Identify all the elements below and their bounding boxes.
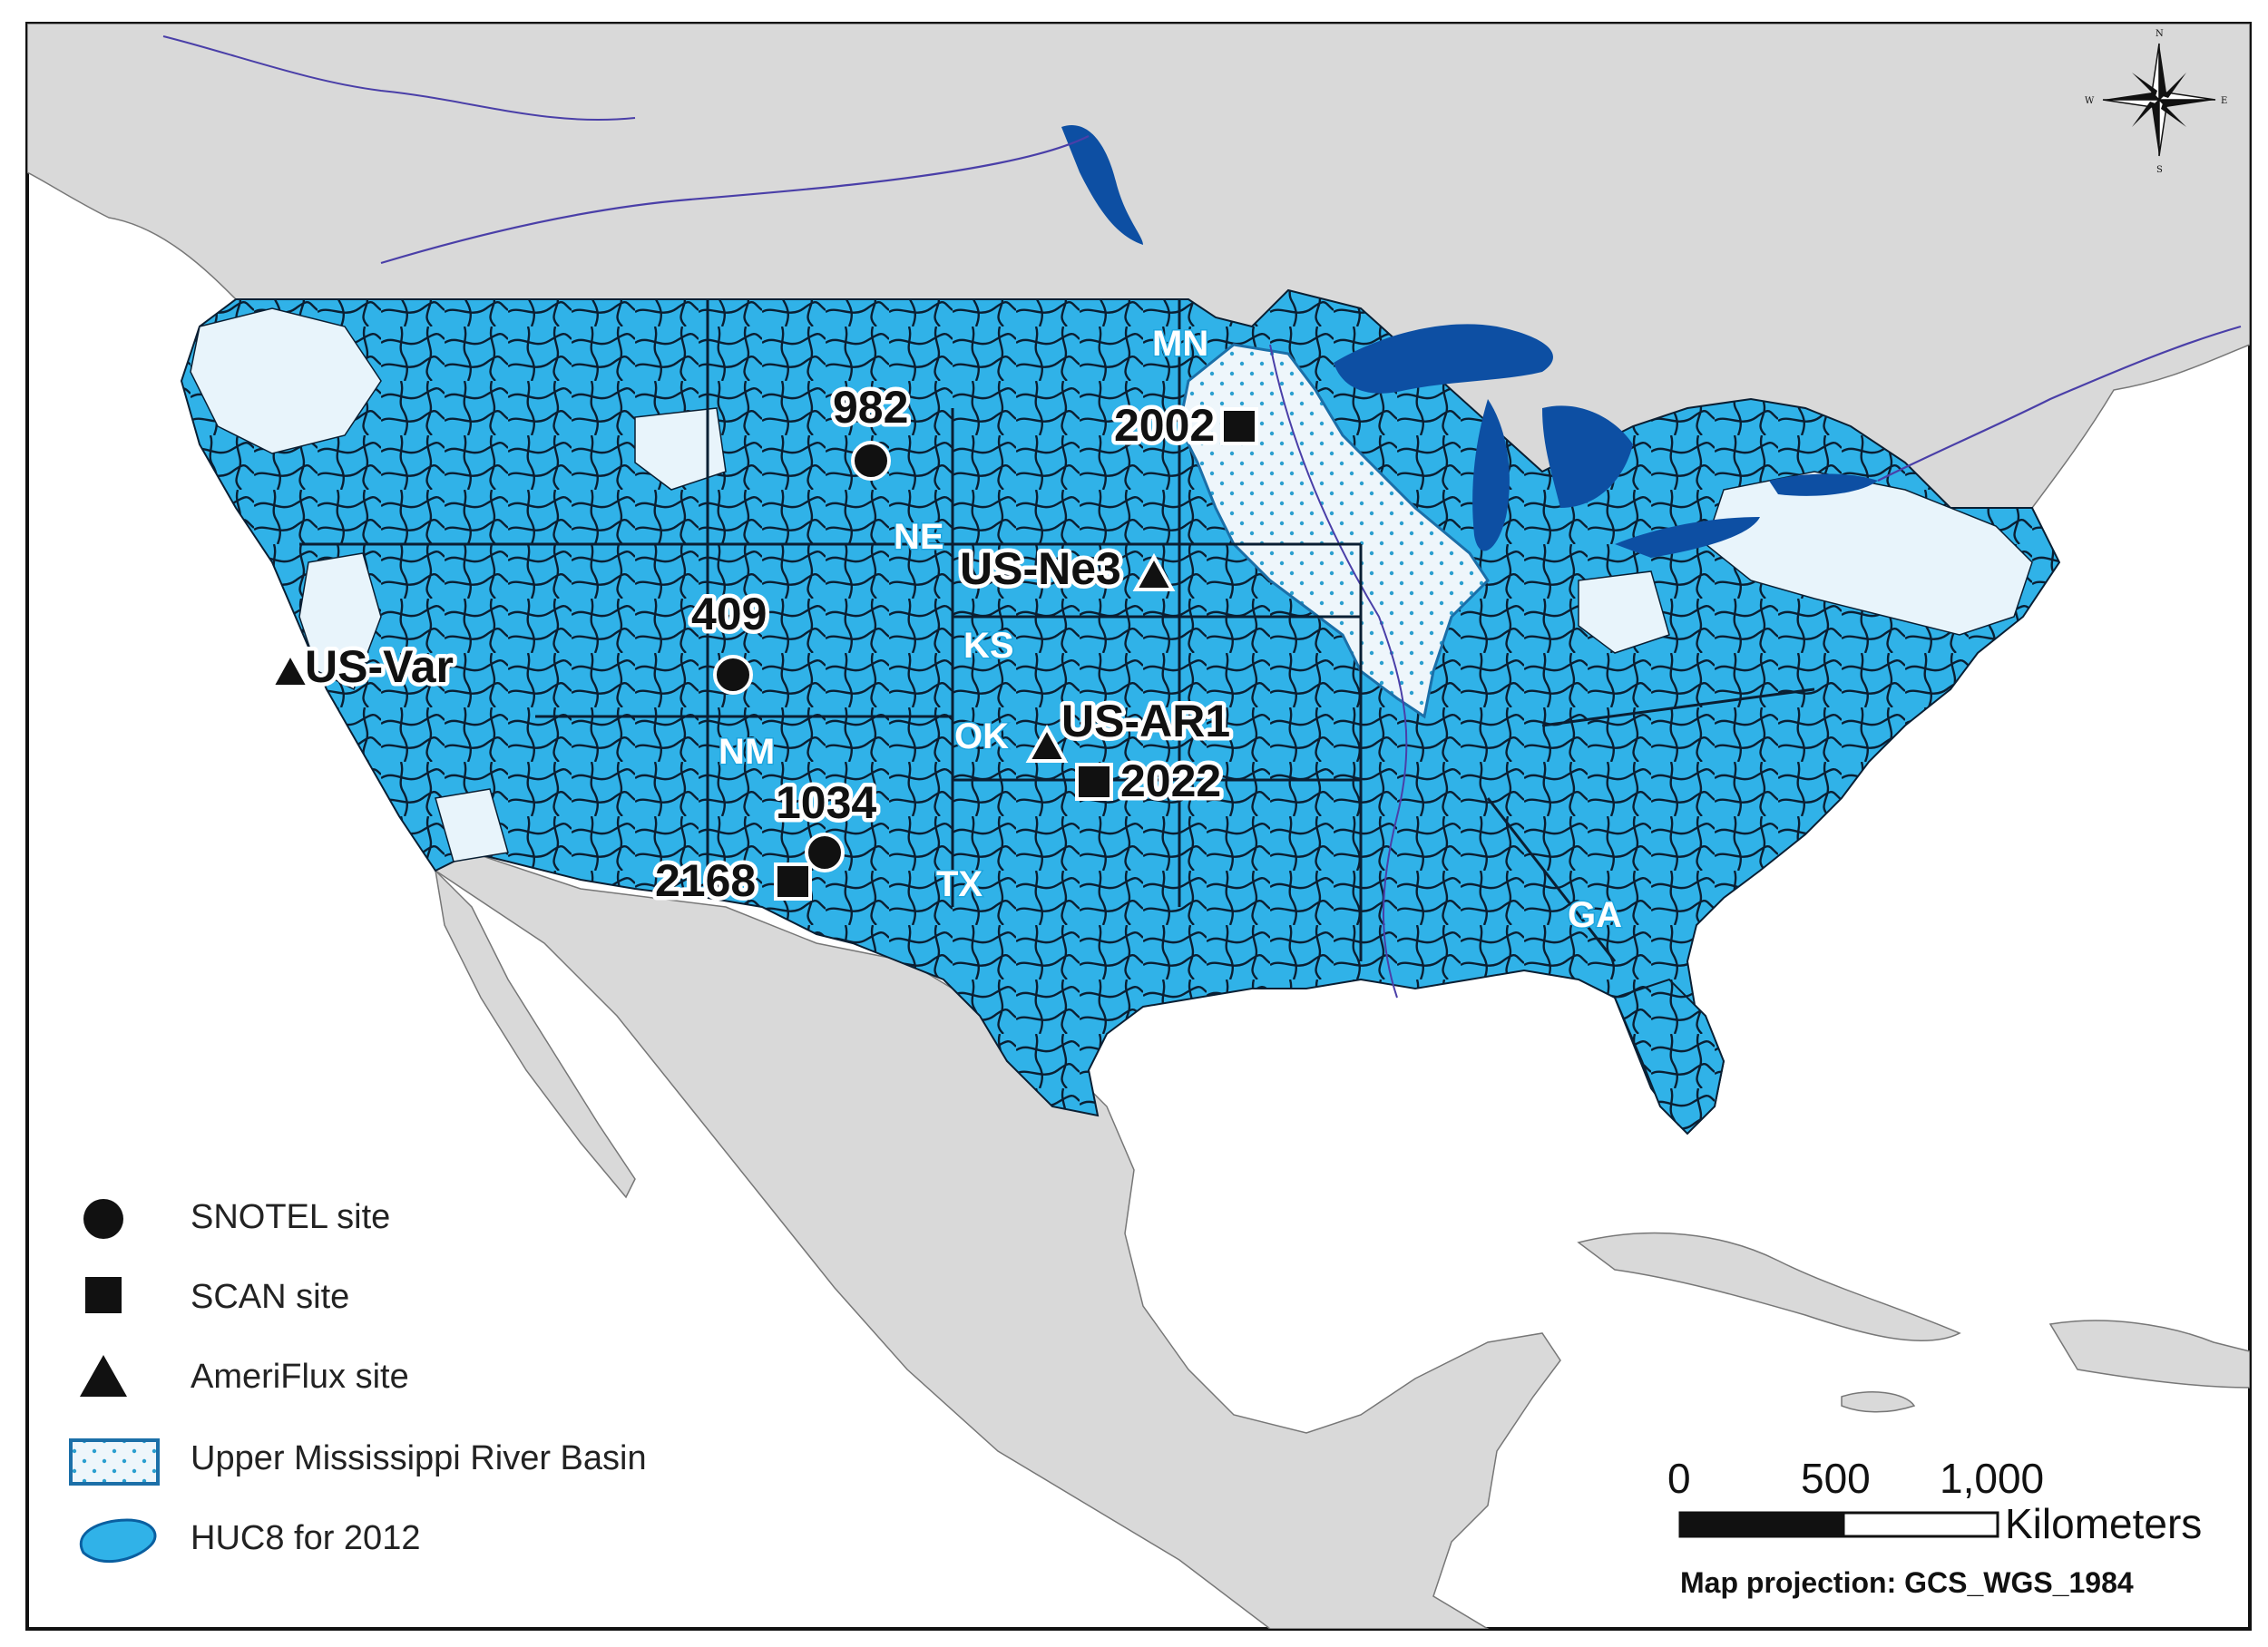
scale-unit: Kilometers bbox=[2005, 1500, 2202, 1547]
legend-huc8-symbol bbox=[80, 1518, 157, 1564]
lake-huron bbox=[1542, 405, 1633, 508]
legend-basin-label: Upper Mississippi River Basin bbox=[191, 1439, 647, 1477]
scale-tick-1000: 1,000 bbox=[1940, 1455, 2044, 1502]
state-label-ok: OK bbox=[954, 716, 1009, 756]
non-huc-ohio bbox=[1578, 570, 1670, 654]
site-label-us-ne3: US-Ne3 bbox=[960, 543, 1121, 594]
ameriflux-marker-us-ar1 bbox=[1025, 724, 1069, 763]
snotel-marker-982 bbox=[851, 441, 891, 481]
scale-tick-0: 0 bbox=[1667, 1455, 1691, 1502]
state-label-ks: KS bbox=[963, 626, 1014, 666]
scan-marker-2168 bbox=[774, 862, 812, 901]
baja-peninsula bbox=[434, 868, 636, 1199]
lake-erie bbox=[1615, 517, 1760, 558]
legend-snotel-label: SNOTEL site bbox=[191, 1198, 390, 1236]
compass-s: S bbox=[2156, 165, 2163, 175]
lake-winnipeg bbox=[1061, 125, 1143, 245]
non-huc-northeast bbox=[1705, 471, 2033, 636]
florida-peninsula bbox=[1613, 978, 1725, 1135]
site-label-us-var: US-Var bbox=[305, 641, 454, 692]
compass-w: W bbox=[2085, 96, 2095, 106]
site-label-982: 982 bbox=[833, 382, 908, 433]
north-arrow: N S E W bbox=[2085, 29, 2227, 175]
scan-marker-2002 bbox=[1220, 407, 1258, 445]
site-label-2168: 2168 bbox=[655, 855, 756, 906]
scan-marker-2022 bbox=[1075, 763, 1113, 801]
legend-ameriflux-symbol bbox=[80, 1355, 127, 1397]
site-label-2002: 2002 bbox=[1114, 400, 1215, 451]
compass-n: N bbox=[2156, 29, 2164, 39]
site-label-409: 409 bbox=[691, 589, 767, 639]
scale-bar: 0 500 1,000 Kilometers Map projection: G… bbox=[1667, 1455, 2202, 1599]
river-canada-north bbox=[162, 35, 636, 121]
state-label-mn: MN bbox=[1152, 324, 1208, 364]
hispaniola-island bbox=[2048, 1320, 2250, 1389]
legend-basin-symbol bbox=[69, 1438, 160, 1486]
legend-scan-label: SCAN site bbox=[191, 1278, 349, 1316]
site-label-2022: 2022 bbox=[1120, 755, 1221, 806]
non-huc-great-basin bbox=[298, 552, 382, 691]
river-mississippi bbox=[1269, 344, 1408, 999]
snotel-marker-409 bbox=[713, 655, 753, 695]
state-boundaries bbox=[299, 299, 1815, 962]
jamaica-island bbox=[1841, 1391, 1916, 1413]
cuba-island bbox=[1577, 1232, 1961, 1342]
site-labels: 982 409 1034 2002 2022 2168 US-Ne3 US-AR… bbox=[301, 378, 1235, 911]
state-label-ne: NE bbox=[894, 517, 944, 557]
lake-michigan bbox=[1472, 399, 1510, 551]
ameriflux-marker-us-ne3 bbox=[1132, 552, 1176, 591]
lake-ontario bbox=[1769, 473, 1878, 496]
compass-e: E bbox=[2221, 96, 2227, 106]
legend-snotel-symbol bbox=[83, 1199, 123, 1239]
map-projection-note: Map projection: GCS_WGS_1984 bbox=[1680, 1566, 2134, 1599]
non-huc-wyoming bbox=[634, 407, 727, 491]
lake-superior bbox=[1334, 324, 1553, 394]
scale-segment-black bbox=[1678, 1511, 1845, 1538]
legend-huc8-label: HUC8 for 2012 bbox=[191, 1519, 420, 1557]
legend-scan-symbol bbox=[85, 1277, 122, 1313]
non-huc-northwest bbox=[190, 307, 382, 454]
ameriflux-marker-us-var bbox=[269, 649, 312, 688]
river-st-lawrence bbox=[1877, 325, 2242, 482]
non-huc-arizona bbox=[435, 788, 509, 862]
snotel-marker-1034 bbox=[805, 833, 845, 872]
legend-ameriflux-label: AmeriFlux site bbox=[191, 1358, 409, 1396]
site-label-us-ar1: US-AR1 bbox=[1061, 696, 1230, 746]
state-label-nm: NM bbox=[719, 732, 775, 772]
state-label-ga: GA bbox=[1568, 895, 1622, 935]
river-saskatchewan bbox=[380, 135, 1090, 265]
scale-segment-white bbox=[1842, 1511, 1999, 1538]
site-label-1034: 1034 bbox=[776, 777, 876, 828]
state-label-tx: TX bbox=[936, 864, 982, 904]
site-markers bbox=[269, 407, 1258, 901]
legend: SNOTEL site SCAN site AmeriFlux site Upp… bbox=[69, 1198, 647, 1564]
scale-tick-500: 500 bbox=[1801, 1455, 1871, 1502]
state-labels: MN NE KS OK NM TX GA bbox=[718, 323, 1624, 937]
